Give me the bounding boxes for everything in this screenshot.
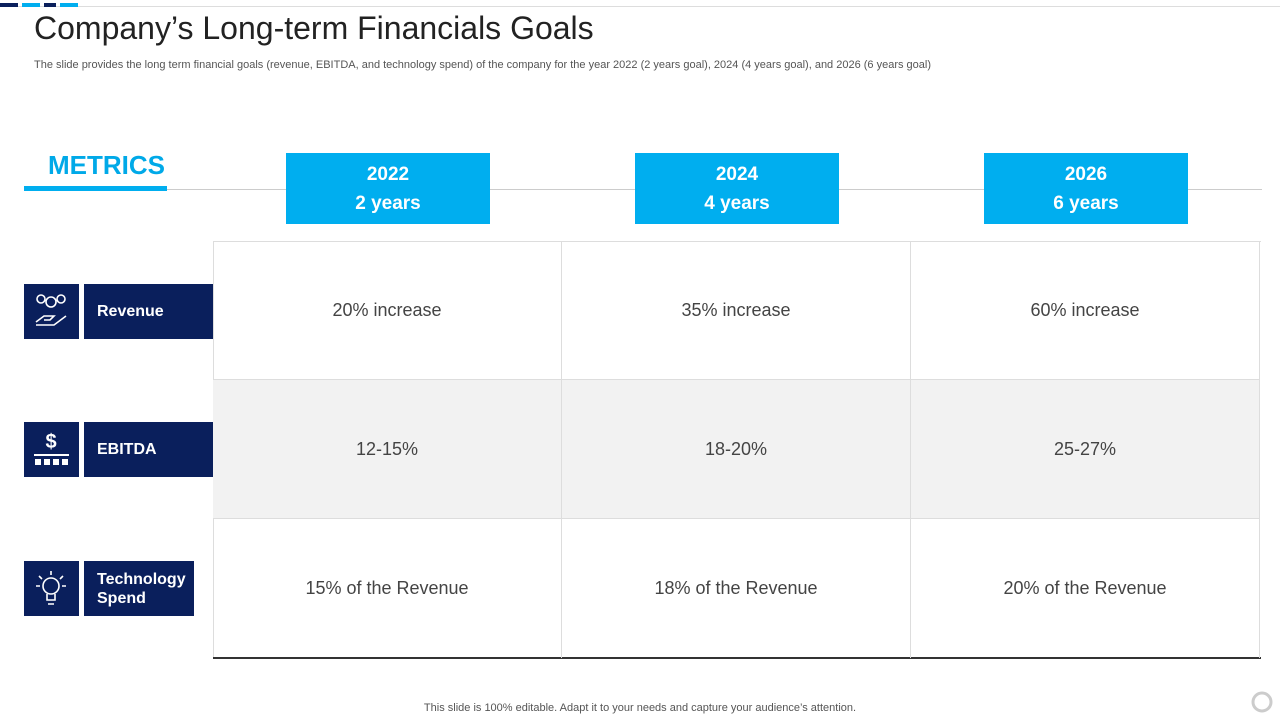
span: 2 years <box>355 192 421 214</box>
cell: 20% increase <box>213 241 562 380</box>
metrics-label: METRICS <box>48 150 165 180</box>
icon <box>35 294 67 326</box>
span: 4 years <box>704 192 770 214</box>
column-header: 2026 6 years <box>984 153 1188 224</box>
cell: 18-20% <box>562 380 911 519</box>
top-accent <box>60 3 78 7</box>
top-accent <box>44 3 56 7</box>
logo <box>1251 691 1273 713</box>
cell: 18% of the Revenue <box>562 519 911 658</box>
icon <box>36 571 66 605</box>
column-header: 2024 4 years <box>635 153 839 224</box>
revenue-icon <box>24 284 79 339</box>
row-shade <box>213 380 1260 519</box>
cell: 20% of the Revenue <box>911 519 1260 658</box>
subtitle: The slide provides the long term financi… <box>34 59 932 71</box>
footer-note: This slide is 100% editable. Adapt it to… <box>423 702 857 714</box>
top-rule <box>0 6 1280 7</box>
icon: $ <box>34 431 69 465</box>
cell: 12-15% <box>213 380 562 519</box>
cell: 60% increase <box>911 241 1260 380</box>
row-label: Technology Spend <box>84 561 194 616</box>
span: 6 years <box>1053 192 1119 214</box>
column-header: 2022 2 years <box>286 153 490 224</box>
year: 2026 <box>1064 163 1108 185</box>
ebitda-icon: $ <box>24 422 79 477</box>
table-bottom <box>213 657 1261 659</box>
tech-icon <box>24 561 79 616</box>
year: 2022 <box>366 163 410 185</box>
cell: 25-27% <box>911 380 1260 519</box>
metrics-underline <box>24 186 167 191</box>
svg-text:$: $ <box>45 431 56 453</box>
row-label: Revenue <box>84 284 213 339</box>
row-label: EBITDA <box>84 422 213 477</box>
year: 2024 <box>715 163 759 185</box>
top-accent <box>0 3 18 7</box>
top-accent <box>22 3 40 7</box>
title: Company’s Long-term Financials Goals <box>34 10 594 46</box>
cell: 15% of the Revenue <box>213 519 562 658</box>
cell: 35% increase <box>562 241 911 380</box>
